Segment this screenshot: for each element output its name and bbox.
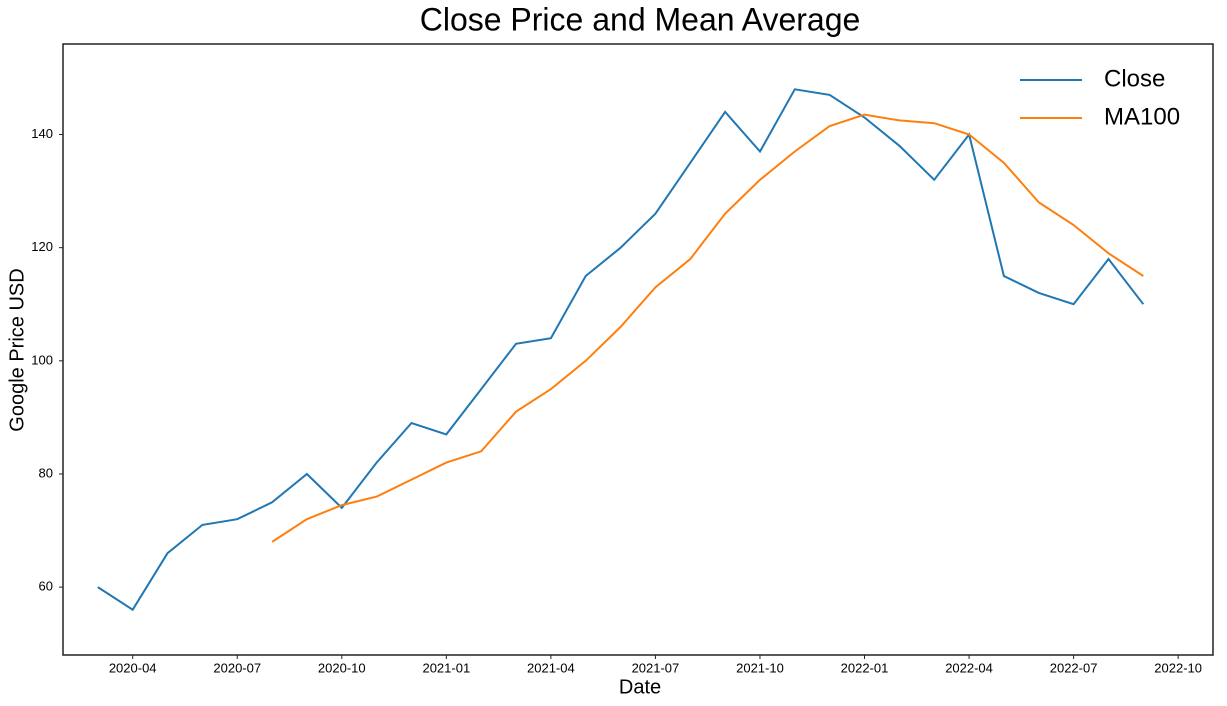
x-axis-label: Date [619, 676, 661, 698]
x-tick-label: 2022-01 [841, 660, 889, 675]
x-tick-label: 2020-10 [318, 660, 366, 675]
y-axis-label: Google Price USD [6, 268, 28, 431]
x-tick-label: 2020-04 [109, 660, 157, 675]
x-tick-label: 2021-04 [527, 660, 575, 675]
x-tick-label: 2021-10 [736, 660, 784, 675]
legend-label: Close [1104, 65, 1165, 92]
data-line [97, 88, 1145, 612]
y-tick-label: 120 [31, 239, 53, 254]
y-tick-label: 60 [39, 579, 53, 594]
x-tick-label: 2022-10 [1154, 660, 1202, 675]
plot-frame [62, 43, 1214, 656]
y-tick-label: 80 [39, 465, 53, 480]
x-tick-label: 2021-07 [632, 660, 680, 675]
chart-title: Close Price and Mean Average [420, 1, 861, 37]
x-tick-label: 2020-07 [213, 660, 261, 675]
legend-label: MA100 [1104, 103, 1180, 130]
x-tick-label: 2022-04 [945, 660, 993, 675]
y-tick-label: 140 [31, 126, 53, 141]
data-line [271, 113, 1144, 543]
x-tick-label: 2021-01 [422, 660, 470, 675]
x-tick-label: 2022-07 [1050, 660, 1098, 675]
y-tick-label: 100 [31, 352, 53, 367]
